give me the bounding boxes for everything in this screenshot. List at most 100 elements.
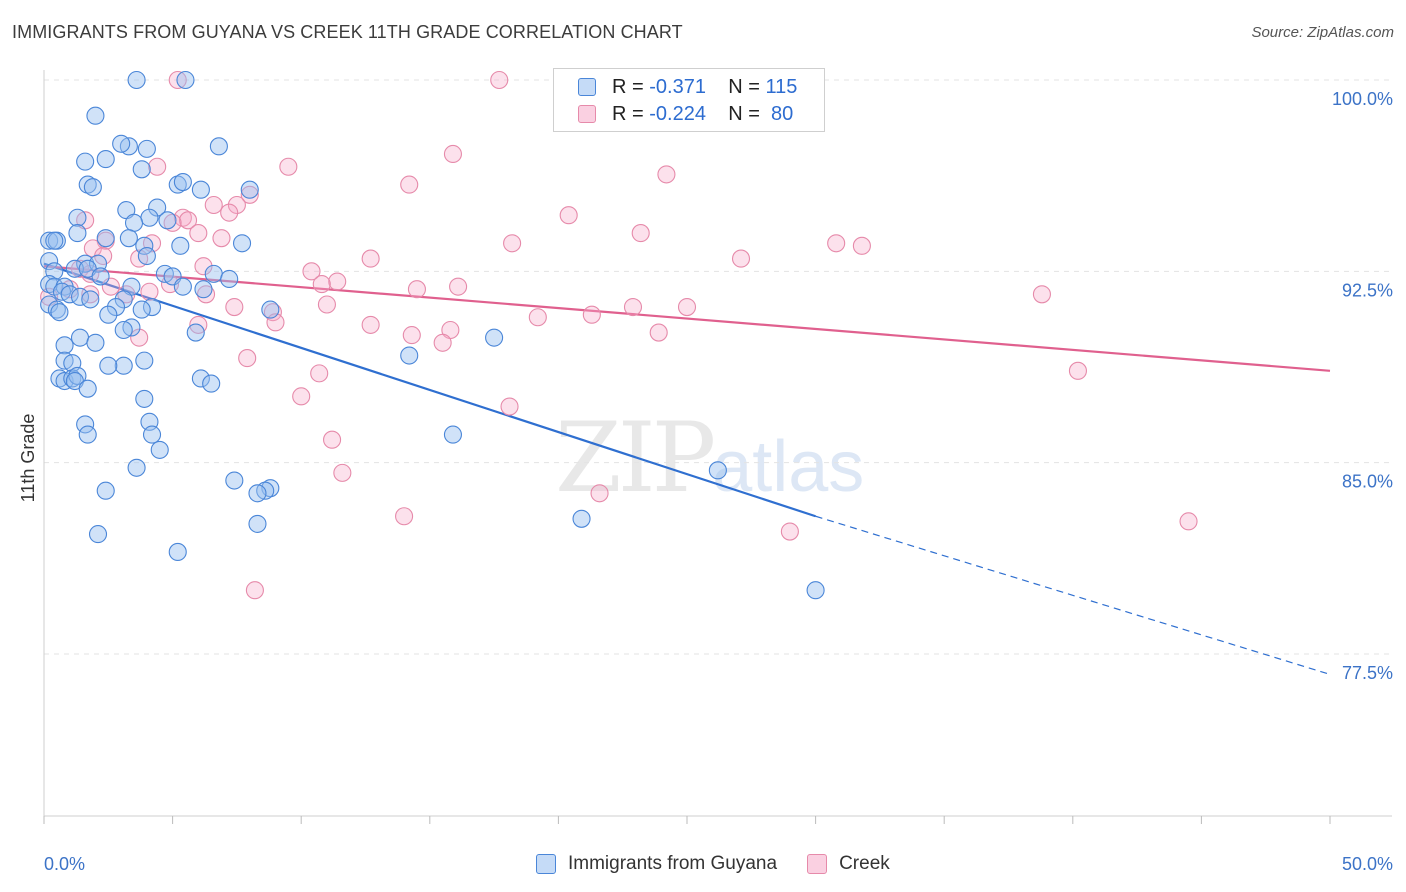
point-creek — [312, 275, 331, 294]
point-guyana — [65, 259, 84, 278]
point-guyana — [400, 346, 419, 365]
point-guyana — [173, 277, 192, 296]
point-creek — [333, 463, 352, 482]
y-tick-label: 92.5% — [1342, 280, 1393, 300]
point-creek — [263, 303, 282, 322]
point-guyana — [96, 150, 115, 169]
point-guyana — [86, 333, 105, 352]
point-guyana — [158, 211, 177, 230]
watermark-atlas: atlas — [712, 427, 865, 507]
point-creek — [189, 224, 208, 243]
point-guyana — [127, 70, 146, 90]
point-creek — [400, 175, 419, 194]
y-tick-label: 100.0% — [1332, 89, 1393, 109]
data-points — [40, 70, 1198, 600]
point-creek — [317, 295, 336, 314]
point-guyana — [63, 369, 82, 388]
point-guyana — [137, 246, 156, 266]
point-guyana — [806, 581, 825, 600]
point-creek — [361, 315, 380, 334]
point-creek — [827, 234, 846, 253]
point-guyana — [45, 231, 64, 250]
point-guyana — [135, 389, 154, 408]
trend-line-guyana — [43, 262, 816, 518]
point-guyana — [96, 229, 115, 248]
point-creek — [140, 282, 159, 301]
point-guyana — [88, 525, 108, 544]
point-creek — [490, 70, 509, 90]
point-guyana — [99, 305, 118, 324]
point-guyana — [248, 514, 267, 533]
point-creek — [204, 195, 223, 215]
point-creek — [503, 234, 522, 253]
point-guyana — [204, 264, 223, 283]
point-guyana — [140, 208, 159, 227]
point-guyana — [135, 351, 154, 370]
point-guyana — [173, 172, 192, 192]
point-creek — [212, 229, 231, 248]
point-creek — [731, 249, 751, 268]
chart-title: IMMIGRANTS FROM GUYANA VS CREEK 11TH GRA… — [12, 22, 683, 42]
axes — [43, 70, 1392, 824]
point-creek — [582, 305, 601, 324]
point-creek — [163, 213, 182, 232]
point-creek — [433, 333, 452, 352]
trend-line-creek — [43, 265, 1331, 372]
point-guyana — [202, 374, 221, 393]
trend-line-guyana-extension — [815, 515, 1331, 675]
point-guyana — [112, 134, 131, 153]
point-guyana — [191, 180, 210, 199]
legend-n-label: N = — [728, 102, 760, 125]
point-creek — [559, 206, 578, 225]
point-creek — [657, 165, 676, 184]
legend-item-guyana[interactable]: Immigrants from Guyana — [536, 853, 777, 875]
point-guyana — [40, 252, 59, 271]
point-creek — [528, 308, 547, 327]
point-creek — [70, 259, 90, 278]
point-guyana — [76, 152, 95, 171]
legend-r-label: R = — [612, 75, 644, 98]
legend-item-creek[interactable]: Creek — [807, 853, 890, 875]
point-guyana — [485, 328, 504, 347]
point-creek — [590, 484, 609, 503]
point-creek — [677, 297, 697, 317]
point-guyana — [132, 300, 151, 319]
point-guyana — [68, 224, 87, 243]
point-creek — [194, 257, 213, 276]
point-guyana — [572, 509, 591, 528]
y-tick-label: 77.5% — [1342, 663, 1393, 683]
point-guyana — [40, 231, 59, 250]
point-guyana — [135, 236, 154, 255]
point-guyana — [55, 336, 74, 355]
legend-r-label: R = — [612, 102, 644, 125]
point-guyana — [70, 328, 90, 347]
point-guyana — [248, 484, 267, 503]
source-label: Source: ZipAtlas.com — [1251, 24, 1394, 41]
point-creek — [361, 249, 380, 268]
point-creek — [852, 236, 871, 255]
legend-row-guyana: R = -0.371 N = 115 — [578, 75, 797, 99]
point-guyana — [194, 280, 213, 299]
point-guyana — [168, 175, 187, 194]
point-guyana — [47, 300, 66, 319]
point-guyana — [191, 369, 210, 388]
point-creek — [130, 328, 149, 347]
point-creek — [168, 70, 187, 90]
point-creek — [1032, 285, 1051, 304]
point-guyana — [96, 481, 115, 500]
point-creek — [395, 507, 414, 526]
point-guyana — [240, 180, 259, 199]
point-creek — [173, 208, 192, 227]
point-creek — [1179, 512, 1198, 531]
point-creek — [443, 144, 462, 164]
x-tick-label: 0.0% — [44, 854, 85, 874]
point-creek — [148, 157, 167, 176]
point-guyana — [148, 198, 167, 217]
point-guyana — [142, 425, 162, 444]
point-guyana — [171, 236, 190, 255]
point-creek — [227, 195, 246, 215]
y-tick-label: 85.0% — [1342, 472, 1393, 492]
point-creek — [623, 297, 643, 317]
point-creek — [302, 262, 321, 281]
point-guyana — [124, 213, 144, 232]
